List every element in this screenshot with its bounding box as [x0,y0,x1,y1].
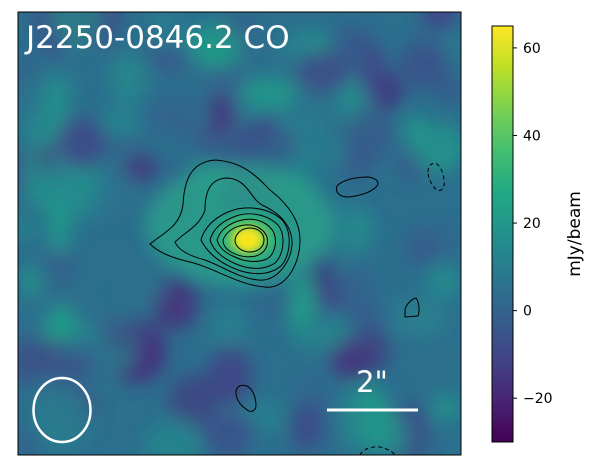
colorbar-tick-label: 0 [523,304,532,320]
colorbar-gradient [491,25,514,443]
map-image [18,12,461,455]
contour-level-6 [222,224,268,258]
colorbar-tick-label: 40 [523,128,541,144]
contour-blob-bottom [235,384,257,412]
contour-negative-2 [359,446,396,456]
colorbar-tick-label: 20 [523,216,541,232]
contour-level-3 [200,207,290,275]
contour-blob-right [336,176,379,198]
colorbar-ticks: 60 40 20 0 −20 [513,41,553,407]
contour-level-1 [149,159,301,288]
contour-level-2 [174,177,293,281]
contour-level-4 [209,213,284,269]
colorbar-label: mJy/beam [565,191,585,277]
contour-level-5 [216,218,276,262]
colorbar-tick-label: −20 [523,391,553,407]
contour-negative-1 [427,162,445,191]
map-title: J2250-0846.2 CO [24,20,290,56]
contours [149,159,445,456]
map-frame [17,11,462,456]
colorbar: 60 40 20 0 −20 mJy/beam [491,25,585,443]
scale-bar-label: 2" [356,365,388,399]
colorbar-tick-label: 60 [523,41,541,57]
contour-level-7 [234,227,265,253]
contour-blob-small [404,297,420,318]
beam-ellipse [32,376,92,444]
